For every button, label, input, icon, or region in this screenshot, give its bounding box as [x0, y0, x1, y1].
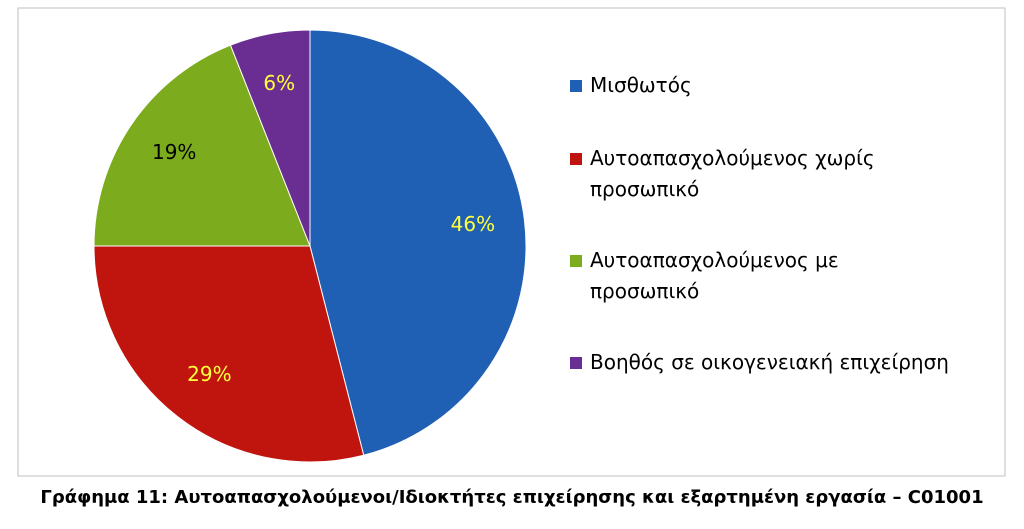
- legend: Μισθωτός Αυτοαπασχολούμενος χωρίς προσωπι…: [570, 70, 949, 420]
- legend-item: Αυτοαπασχολούμενος με προσωπικό: [570, 245, 890, 307]
- legend-label: Μισθωτός: [590, 73, 692, 97]
- legend-swatch: [570, 153, 582, 165]
- pie-slice: [229, 29, 311, 247]
- legend-swatch: [570, 357, 582, 369]
- legend-label: Αυτοαπασχολούμενος με προσωπικό: [590, 248, 839, 303]
- caption: Γράφημα 11: Αυτοαπασχολούμενοι/Ιδιοκτήτε…: [40, 487, 984, 508]
- legend-item: Μισθωτός: [570, 70, 949, 101]
- value-label: 19%: [152, 140, 196, 164]
- pie-slice: [93, 44, 311, 247]
- legend-swatch: [570, 80, 582, 92]
- legend-label: Αυτοαπασχολούμενος χωρίς προσωπικό: [590, 146, 875, 201]
- pie-slice: [309, 29, 527, 456]
- legend-item: Βοηθός σε οικογενειακή επιχείρηση: [570, 347, 949, 378]
- value-label: 6%: [263, 71, 295, 95]
- value-label: 29%: [187, 362, 231, 386]
- pie-slice: [93, 245, 365, 463]
- value-label: 46%: [451, 212, 495, 236]
- legend-label: Βοηθός σε οικογενειακή επιχείρηση: [590, 350, 949, 374]
- legend-swatch: [570, 255, 582, 267]
- legend-item: Αυτοαπασχολούμενος χωρίς προσωπικό: [570, 143, 890, 205]
